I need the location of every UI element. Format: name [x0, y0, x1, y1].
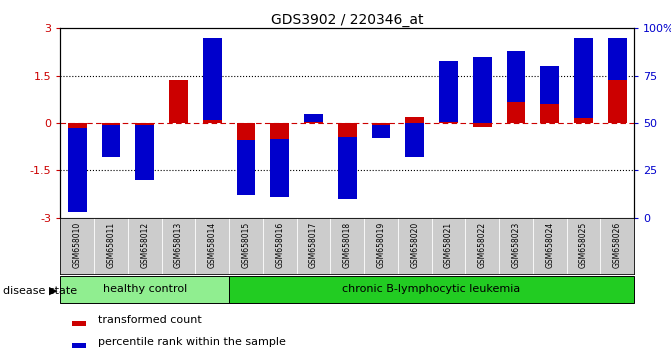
Text: GSM658024: GSM658024 — [546, 222, 554, 268]
Bar — [473, 123, 492, 127]
Text: transformed count: transformed count — [98, 315, 201, 325]
Bar — [304, 114, 323, 123]
Bar — [507, 51, 525, 123]
Bar — [203, 38, 221, 123]
Bar — [237, 123, 255, 195]
Bar — [440, 122, 458, 123]
Bar — [68, 123, 87, 128]
Text: GSM658025: GSM658025 — [579, 222, 588, 268]
Text: chronic B-lymphocytic leukemia: chronic B-lymphocytic leukemia — [342, 284, 521, 295]
Bar — [203, 120, 221, 123]
Bar — [507, 103, 525, 123]
Bar — [405, 123, 424, 157]
Bar — [270, 123, 289, 197]
Bar — [68, 123, 87, 212]
Bar — [270, 123, 289, 139]
Text: GSM658019: GSM658019 — [376, 222, 386, 268]
Text: percentile rank within the sample: percentile rank within the sample — [98, 337, 286, 347]
Bar — [405, 117, 424, 123]
Bar — [72, 343, 86, 348]
Bar — [540, 104, 559, 123]
Text: GSM658026: GSM658026 — [613, 222, 622, 268]
Text: healthy control: healthy control — [103, 284, 187, 295]
Text: GSM658022: GSM658022 — [478, 222, 486, 268]
Bar — [102, 123, 120, 125]
Bar — [60, 276, 229, 303]
Bar — [608, 80, 627, 123]
Bar — [574, 38, 592, 123]
Bar — [102, 123, 120, 157]
Bar — [72, 321, 86, 326]
Bar — [440, 61, 458, 123]
Bar — [372, 123, 391, 125]
Bar — [169, 80, 188, 123]
Bar — [229, 276, 634, 303]
Bar — [372, 123, 391, 138]
Text: GSM658012: GSM658012 — [140, 222, 149, 268]
Bar — [338, 123, 356, 137]
Bar — [608, 38, 627, 123]
Text: GSM658020: GSM658020 — [410, 222, 419, 268]
Text: GSM658015: GSM658015 — [242, 222, 250, 268]
Bar — [574, 118, 592, 123]
Bar — [136, 123, 154, 180]
Text: GSM658017: GSM658017 — [309, 222, 318, 268]
Title: GDS3902 / 220346_at: GDS3902 / 220346_at — [271, 13, 423, 27]
Text: GSM658013: GSM658013 — [174, 222, 183, 268]
Text: ▶: ▶ — [49, 286, 58, 296]
Bar — [304, 122, 323, 123]
Bar — [237, 123, 255, 141]
Text: GSM658014: GSM658014 — [208, 222, 217, 268]
Text: disease state: disease state — [3, 286, 77, 296]
Text: GSM658018: GSM658018 — [343, 222, 352, 268]
Text: GSM658023: GSM658023 — [511, 222, 521, 268]
Bar — [540, 66, 559, 123]
Text: GSM658011: GSM658011 — [107, 222, 115, 268]
Bar — [136, 123, 154, 125]
Bar — [338, 123, 356, 199]
Text: GSM658016: GSM658016 — [275, 222, 285, 268]
Text: GSM658021: GSM658021 — [444, 222, 453, 268]
Text: GSM658010: GSM658010 — [72, 222, 82, 268]
Bar — [169, 89, 188, 123]
Bar — [473, 57, 492, 123]
